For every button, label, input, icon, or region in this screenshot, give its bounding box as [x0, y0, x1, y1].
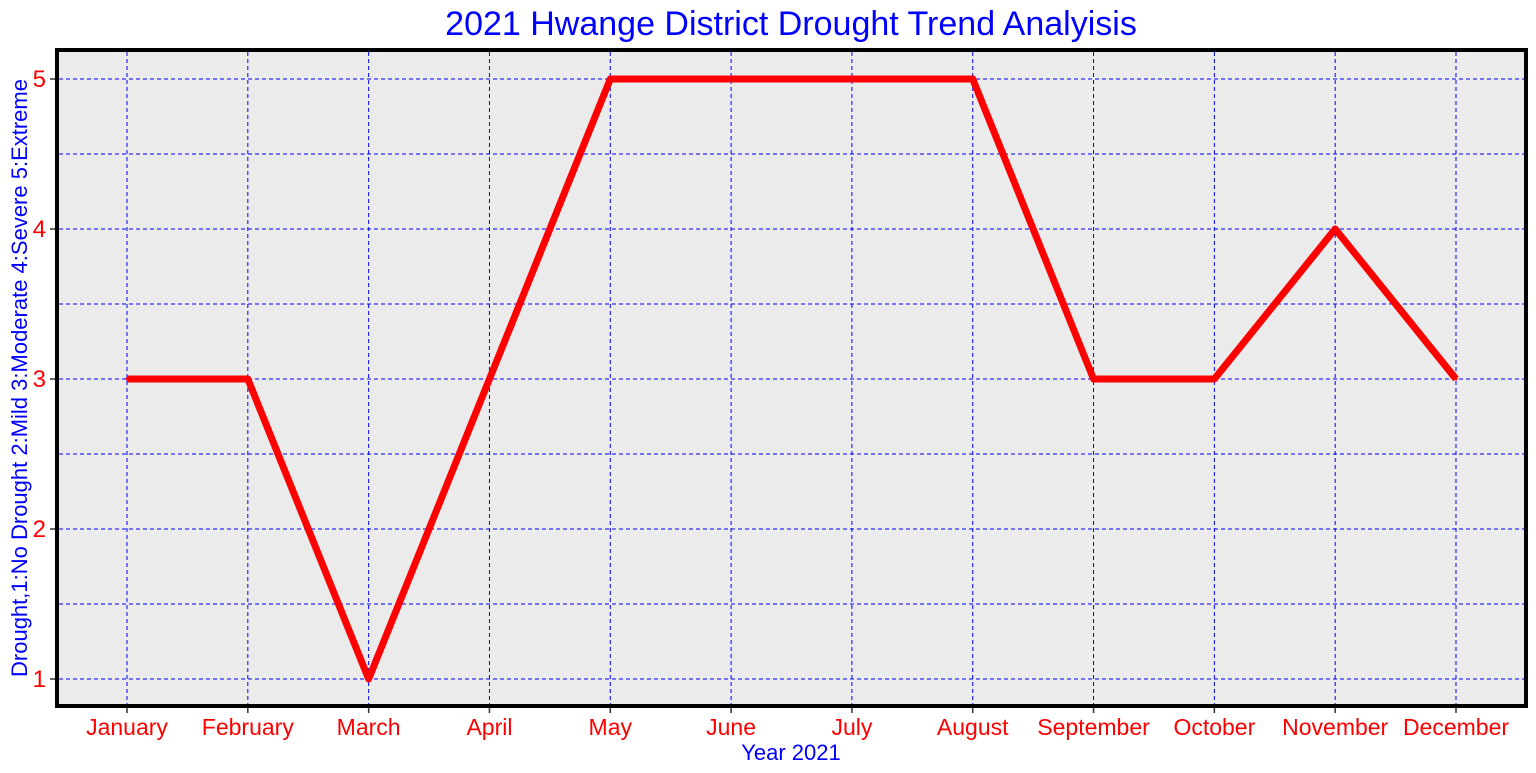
x-tick-label: March [337, 714, 401, 740]
data-point [729, 77, 733, 81]
x-tick-label: July [831, 714, 872, 740]
x-tick-label: May [589, 714, 633, 740]
x-tick-label: April [466, 714, 512, 740]
data-point [608, 77, 612, 81]
y-axis-ticks: 1 2 3 4 5 [33, 66, 55, 693]
y-tick-label: 4 [33, 216, 46, 243]
plot-panel [57, 50, 1526, 706]
data-point [850, 77, 854, 81]
y-axis-label: Drought,1:No Drought 2:Mild 3:Moderate 4… [7, 79, 32, 677]
chart-title: 2021 Hwange District Drought Trend Analy… [445, 5, 1137, 43]
x-tick-label: June [706, 714, 756, 740]
data-point [367, 677, 371, 681]
x-axis-label: Year 2021 [741, 740, 841, 765]
y-tick-label: 1 [33, 666, 46, 693]
x-tick-label: January [86, 714, 168, 740]
data-point [1454, 377, 1458, 381]
data-point [487, 377, 491, 381]
x-tick-label: September [1037, 714, 1150, 740]
plot-border [55, 48, 1528, 708]
y-tick-label: 2 [33, 516, 46, 543]
series-layer [125, 75, 1459, 683]
y-tick-label: 3 [33, 366, 46, 393]
x-tick-label: December [1403, 714, 1509, 740]
data-point [971, 77, 975, 81]
x-tick-label: October [1173, 714, 1255, 740]
x-tick-label: February [202, 714, 295, 740]
data-point [1212, 377, 1216, 381]
x-tick-label: November [1282, 714, 1388, 740]
x-tick-label: August [937, 714, 1009, 740]
y-tick-label: 5 [33, 66, 46, 93]
data-point [125, 377, 129, 381]
data-point [1333, 227, 1337, 231]
x-axis-ticks: January February March April May June July Augu… [86, 708, 1509, 740]
series-line [127, 75, 1459, 683]
data-point [246, 377, 250, 381]
data-point [1092, 377, 1096, 381]
